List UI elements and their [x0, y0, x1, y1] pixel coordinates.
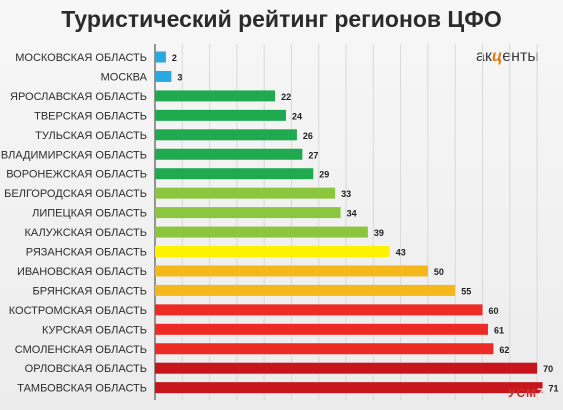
watermark-text: УСМ [508, 386, 537, 400]
bar [155, 265, 428, 277]
usm-watermark: УСМ71 [508, 386, 552, 400]
bar [155, 187, 336, 199]
data-label: 39 [374, 228, 384, 238]
category-label: ИВАНОВСКАЯ ОБЛАСТЬ [17, 266, 147, 278]
category-label: ЯРОСЛАВСКАЯ ОБЛАСТЬ [10, 91, 147, 103]
bar [155, 304, 483, 316]
category-label: БЕЛГОРОДСКАЯ ОБЛАСТЬ [4, 188, 147, 200]
bar [155, 51, 166, 63]
watermark-suffix: 71 [536, 386, 553, 400]
data-label: 2 [172, 53, 177, 63]
category-label: БРЯНСКАЯ ОБЛАСТЬ [33, 285, 148, 297]
logo-prefix: ак [476, 48, 492, 65]
data-label: 60 [489, 306, 499, 316]
logo-suffix: енты [502, 48, 539, 65]
category-label: ВЛАДИМИРСКАЯ ОБЛАСТЬ [1, 149, 147, 161]
data-label: 61 [494, 325, 504, 335]
bar [155, 284, 456, 296]
category-label: ЛИПЕЦКАЯ ОБЛАСТЬ [32, 208, 147, 220]
category-label: ВОРОНЕЖСКАЯ ОБЛАСТЬ [6, 169, 147, 181]
category-label: КОСТРОМСКАЯ ОБЛАСТЬ [9, 305, 147, 317]
data-label: 70 [543, 364, 553, 374]
data-label: 3 [177, 72, 182, 82]
bar [155, 246, 390, 257]
data-label: 50 [434, 267, 444, 277]
category-label: КАЛУЖСКАЯ ОБЛАСТЬ [24, 227, 147, 239]
bar [155, 129, 297, 141]
category-label: ОРЛОВСКАЯ ОБЛАСТЬ [25, 363, 147, 375]
chart-title: Туристический рейтинг регионов ЦФО [61, 6, 502, 32]
data-label: 71 [549, 384, 559, 394]
category-label: ТАМБОВСКАЯ ОБЛАСТЬ [17, 383, 147, 395]
data-label: 62 [499, 345, 509, 355]
data-label: 33 [341, 189, 351, 199]
bar [155, 168, 314, 180]
bar [155, 109, 286, 121]
data-label: 55 [461, 286, 471, 296]
data-label: 34 [347, 209, 357, 219]
logo-mark: ц [491, 48, 503, 65]
bar [155, 70, 172, 82]
bar [155, 90, 276, 102]
bar [155, 207, 341, 219]
data-label: 27 [308, 150, 318, 160]
bar [155, 148, 303, 160]
category-label: МОСКОВСКАЯ ОБЛАСТЬ [15, 52, 147, 64]
akcenty-logo: акценты [476, 48, 539, 66]
bar [155, 323, 488, 335]
bar [155, 343, 494, 355]
category-label: ТВЕРСКАЯ ОБЛАСТЬ [34, 110, 147, 122]
bar [155, 362, 538, 374]
category-label: ТУЛЬСКАЯ ОБЛАСТЬ [35, 130, 147, 142]
data-label: 29 [319, 170, 329, 180]
category-label: РЯЗАНСКАЯ ОБЛАСТЬ [26, 247, 147, 259]
data-label: 24 [292, 111, 302, 121]
data-label: 43 [396, 248, 406, 258]
category-label: МОСКВА [101, 71, 148, 83]
bar [155, 382, 543, 394]
bar [155, 226, 368, 238]
data-label: 26 [303, 131, 313, 141]
data-label: 22 [281, 92, 291, 102]
category-label: КУРСКАЯ ОБЛАСТЬ [42, 324, 147, 336]
category-label: СМОЛЕНСКАЯ ОБЛАСТЬ [15, 344, 147, 356]
